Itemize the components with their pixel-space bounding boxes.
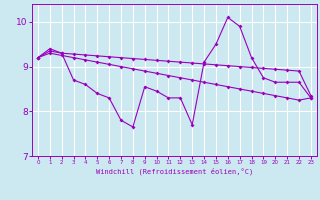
X-axis label: Windchill (Refroidissement éolien,°C): Windchill (Refroidissement éolien,°C) <box>96 168 253 175</box>
